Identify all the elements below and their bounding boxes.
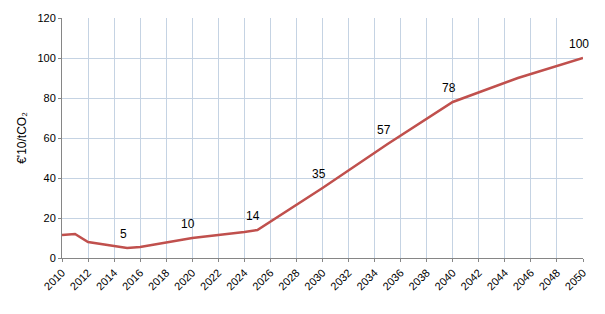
svg-text:€'10/tCO₂: €'10/tCO₂: [15, 112, 29, 164]
svg-text:0: 0: [50, 252, 56, 264]
svg-text:2014: 2014: [94, 267, 120, 293]
svg-text:2018: 2018: [146, 267, 172, 293]
svg-text:120: 120: [37, 12, 55, 24]
svg-text:2046: 2046: [510, 267, 536, 293]
svg-text:2026: 2026: [250, 267, 276, 293]
svg-text:100: 100: [569, 37, 589, 51]
svg-text:2040: 2040: [432, 267, 458, 293]
svg-text:2012: 2012: [68, 267, 94, 293]
svg-text:20: 20: [44, 212, 56, 224]
svg-text:57: 57: [377, 123, 391, 137]
svg-text:2050: 2050: [563, 267, 589, 293]
svg-text:35: 35: [312, 167, 326, 181]
svg-text:14: 14: [246, 209, 260, 223]
svg-text:60: 60: [44, 132, 56, 144]
svg-text:100: 100: [37, 52, 55, 64]
svg-text:40: 40: [44, 172, 56, 184]
svg-text:78: 78: [442, 81, 456, 95]
svg-text:5: 5: [120, 227, 127, 241]
svg-text:2022: 2022: [198, 267, 224, 293]
svg-text:2044: 2044: [484, 267, 510, 293]
svg-text:2036: 2036: [380, 267, 406, 293]
svg-text:2028: 2028: [276, 267, 302, 293]
svg-text:80: 80: [44, 92, 56, 104]
svg-text:2020: 2020: [172, 267, 198, 293]
svg-text:2010: 2010: [42, 267, 68, 293]
svg-text:2048: 2048: [536, 267, 562, 293]
svg-text:2034: 2034: [354, 267, 380, 293]
svg-text:10: 10: [181, 217, 195, 231]
svg-text:2030: 2030: [302, 267, 328, 293]
svg-text:2038: 2038: [406, 267, 432, 293]
svg-text:2032: 2032: [328, 267, 354, 293]
svg-text:2024: 2024: [224, 267, 250, 293]
svg-text:2042: 2042: [458, 267, 484, 293]
svg-text:2016: 2016: [120, 267, 146, 293]
